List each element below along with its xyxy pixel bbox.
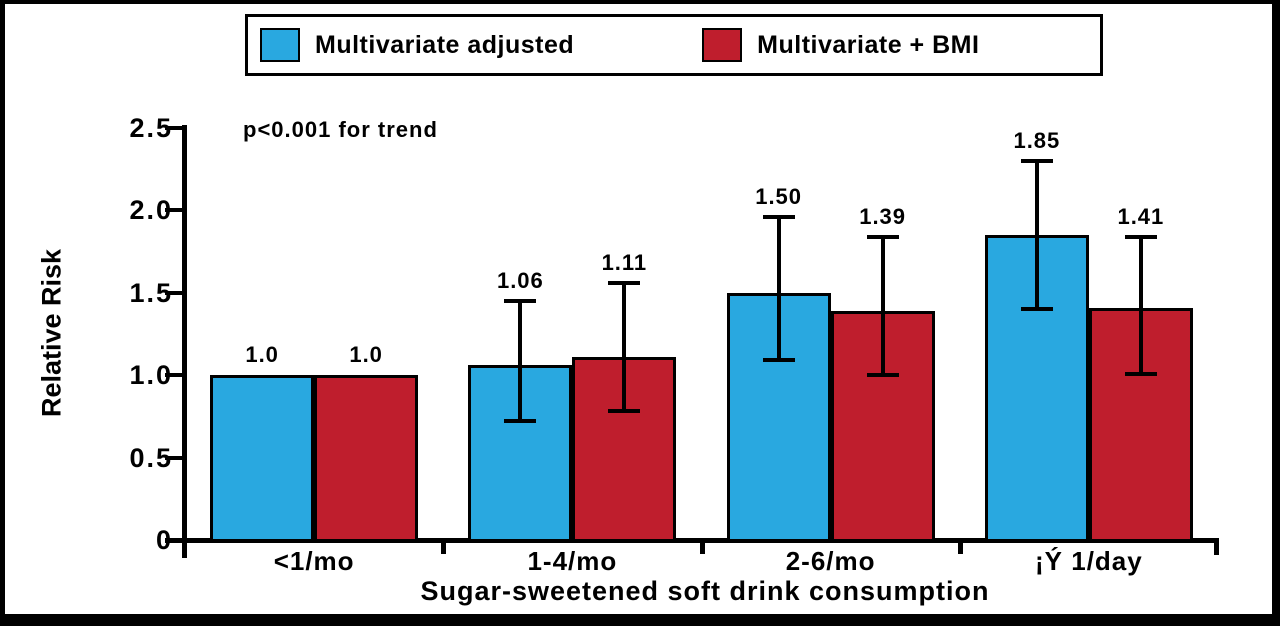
y-tick-label: 0.5 — [129, 442, 173, 473]
y-tick-label: 2.0 — [129, 195, 173, 226]
legend-item-multivariate-adjusted: Multivariate adjusted — [260, 28, 574, 62]
y-tick-mark — [165, 538, 182, 542]
error-bar-cap-top — [866, 234, 899, 239]
y-tick-mark — [165, 126, 182, 130]
x-axis-title: Sugar-sweetened soft drink consumption — [420, 576, 990, 606]
error-bar-line — [622, 282, 627, 412]
y-tick-label: 1.0 — [129, 360, 173, 391]
x-category-label: 2-6/mo — [785, 546, 876, 576]
bar-value-label: 1.11 — [601, 249, 648, 275]
y-tick-label: 2.5 — [129, 113, 173, 143]
error-bar-cap-top — [1124, 234, 1157, 239]
error-bar-cap-bottom — [1020, 307, 1053, 312]
x-category-label: ¡Ý 1/day — [1035, 546, 1143, 576]
error-bar-cap-top — [504, 299, 537, 304]
y-tick-mark — [165, 290, 182, 295]
error-bar-cap-top — [1020, 158, 1053, 163]
error-bar-line — [776, 216, 781, 361]
error-bar-cap-bottom — [866, 373, 899, 378]
bar-value-label: 1.0 — [245, 342, 279, 368]
x-tick-mark — [699, 540, 705, 554]
error-bar-cap-bottom — [504, 419, 537, 424]
p-value-annotation: p<0.001 for trend — [243, 117, 438, 142]
x-axis-line — [165, 538, 1218, 543]
bar-multivariate-adjusted — [210, 375, 315, 542]
bar-value-label: 1.39 — [859, 203, 907, 229]
error-bar-line — [1138, 236, 1143, 374]
y-tick-mark — [165, 208, 182, 213]
x-category-label: <1/mo — [273, 546, 355, 576]
error-bar-line — [1034, 160, 1039, 310]
legend-item-multivariate-bmi: Multivariate + BMI — [702, 28, 979, 62]
y-tick-label: 0 — [155, 525, 173, 555]
x-category-label: 1-4/mo — [527, 546, 618, 576]
bar-value-label: 1.85 — [1013, 127, 1061, 153]
y-tick-label: 1.5 — [129, 277, 173, 308]
legend-swatch-red — [702, 28, 743, 62]
x-tick-mark — [441, 540, 447, 554]
error-bar-line — [518, 301, 523, 422]
legend-label-multivariate-adjusted: Multivariate adjusted — [315, 30, 575, 59]
bar-multivariate-bmi — [314, 375, 419, 542]
x-tick-mark — [957, 540, 963, 554]
bar-value-label: 1.0 — [349, 342, 383, 368]
x-axis-end-tick — [1214, 538, 1219, 555]
y-tick-mark — [165, 455, 182, 460]
error-bar-cap-bottom — [1124, 371, 1157, 376]
error-bar-line — [880, 236, 885, 376]
error-bar-cap-bottom — [762, 358, 795, 363]
error-bar-cap-top — [762, 214, 795, 219]
y-tick-mark — [165, 373, 182, 378]
bar-value-label: 1.06 — [496, 268, 544, 294]
legend: Multivariate adjusted Multivariate + BMI — [245, 14, 1103, 76]
legend-label-multivariate-bmi: Multivariate + BMI — [757, 30, 980, 59]
y-axis-line — [182, 125, 187, 558]
bar-value-label: 1.41 — [1117, 203, 1165, 229]
error-bar-cap-bottom — [608, 409, 641, 414]
error-bar-cap-top — [608, 280, 641, 285]
bar-value-label: 1.50 — [755, 183, 803, 209]
legend-swatch-blue — [260, 28, 300, 62]
